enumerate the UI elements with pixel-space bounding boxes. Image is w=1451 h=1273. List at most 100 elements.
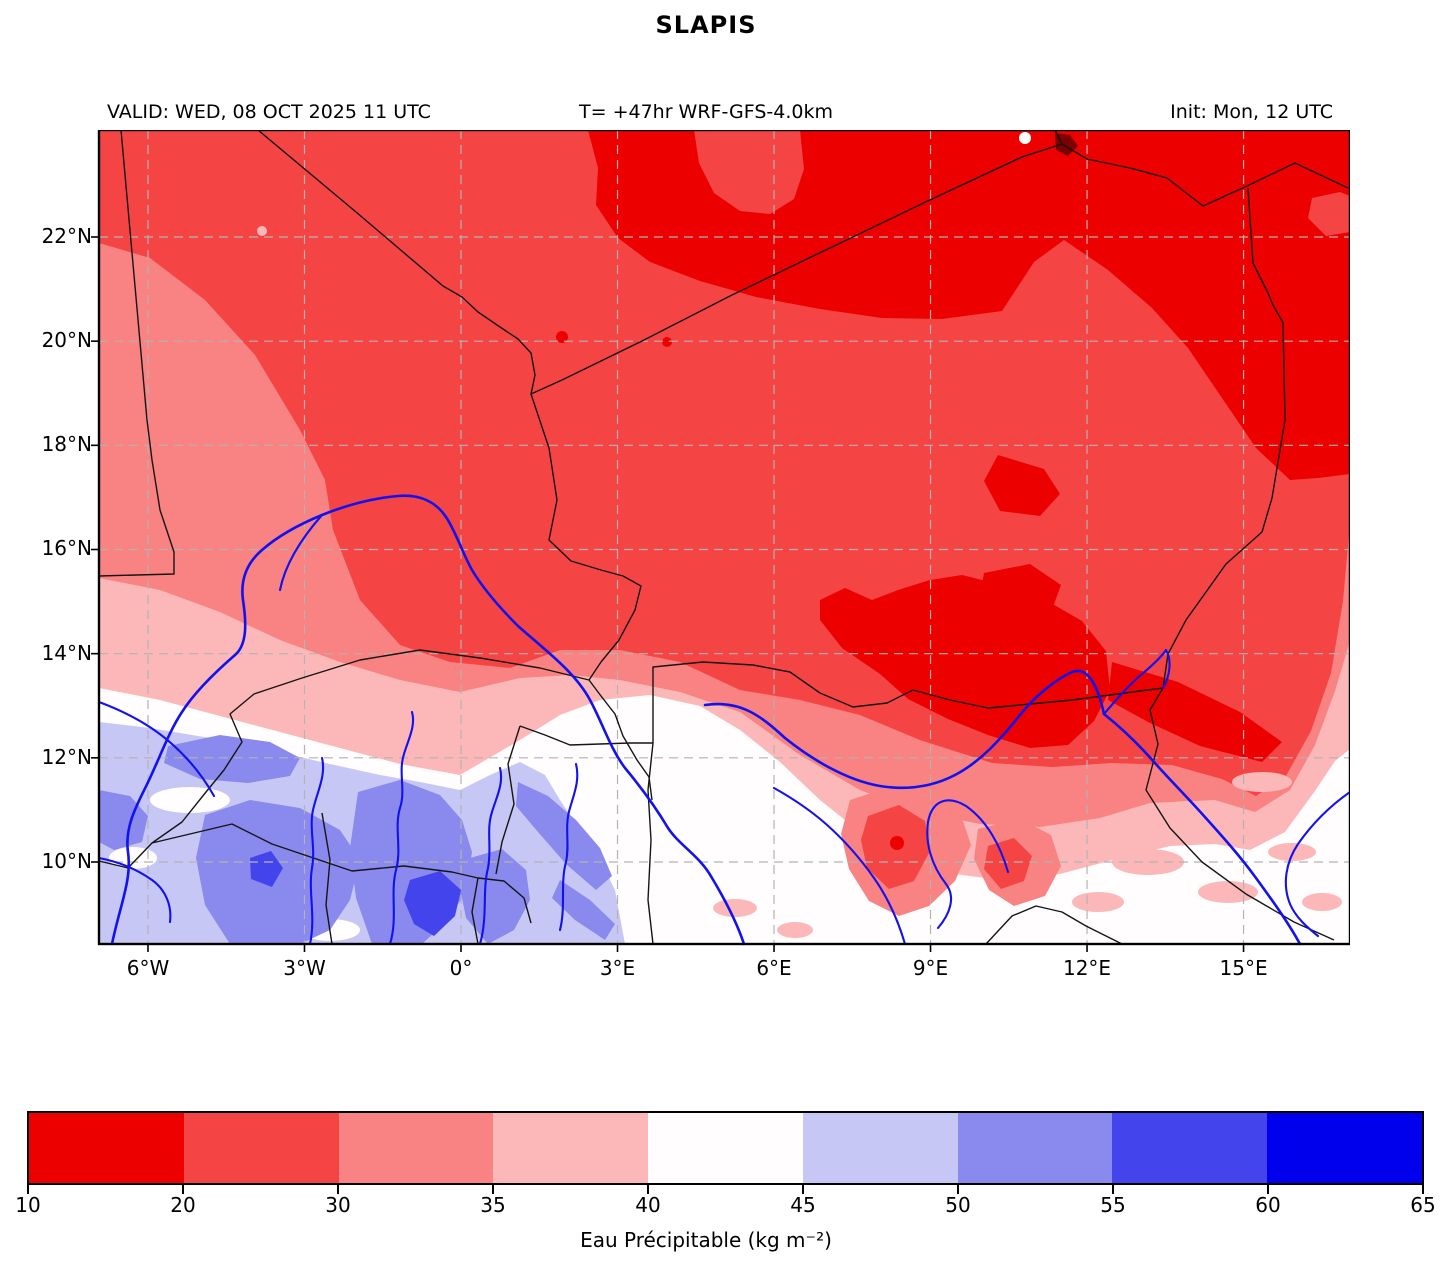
- border-benin-nigeria: [647, 742, 654, 945]
- field-dot-35-40: [257, 226, 267, 236]
- border-mali-niger-burkina: [530, 393, 653, 801]
- field-band-10-20: [588, 130, 1350, 480]
- river-volta-branch: [388, 710, 415, 946]
- colorbar-segment-35-40: [493, 1113, 649, 1183]
- river-tributary: [278, 513, 324, 592]
- colorbar-tick-label: 55: [1100, 1193, 1126, 1217]
- river-chari: [1102, 712, 1302, 946]
- lon-tick-label: 3°E: [599, 956, 636, 980]
- colorbar-tick-label: 65: [1410, 1193, 1436, 1217]
- colorbar-tick-label: 50: [945, 1193, 971, 1217]
- field-patch-35-40: [777, 922, 813, 938]
- lake-chad-shore: [1102, 648, 1171, 716]
- colorbar-tick: [647, 1185, 649, 1194]
- lat-tick-label: 12°N: [41, 744, 92, 769]
- colorbar-segment-45-50: [802, 1113, 958, 1183]
- colorbar-segment-40-45: [648, 1113, 803, 1183]
- field-patch-35-40: [1112, 849, 1184, 875]
- field-patch-50-55: [460, 849, 530, 944]
- colorbar-tick: [957, 1185, 959, 1194]
- border-libya-niger-chad: [1086, 158, 1349, 941]
- colorbar-segment-55-60: [1112, 1113, 1268, 1183]
- colorbar-caption: Eau Précipitable (kg m⁻²): [580, 1228, 832, 1252]
- river-white-volta: [308, 756, 325, 946]
- lon-tick-label: 15°E: [1219, 956, 1268, 980]
- field-patch-20-30: [984, 838, 1032, 889]
- lat-tick-label: 18°N: [41, 432, 92, 457]
- river-southwest: [97, 856, 172, 924]
- lon-tick-label: 6°W: [126, 956, 170, 980]
- border-mauritania-mali: [98, 130, 175, 577]
- border-benin-north: [519, 725, 653, 746]
- border-algeria-south: [257, 130, 1088, 395]
- colorbar-tick-label: 30: [325, 1193, 351, 1217]
- field-dot-10-20: [662, 337, 672, 347]
- border-nigeria-cameroon: [985, 905, 1123, 945]
- field-patch-50-55: [516, 782, 612, 890]
- model-forecast-label: T= +47hr WRF-GFS-4.0km: [579, 101, 833, 123]
- river-niger-main: [110, 494, 746, 946]
- page-title: SLAPIS: [655, 11, 757, 39]
- river-east-edge: [1284, 790, 1350, 938]
- map-frame: [97, 130, 1350, 946]
- init-time-label: Init: Mon, 12 UTC: [1170, 101, 1333, 123]
- field-patch-55-60: [404, 871, 461, 936]
- field-dot-10-20: [890, 836, 904, 850]
- colorbar-tick: [492, 1185, 494, 1194]
- lat-tick-label: 16°N: [41, 536, 92, 561]
- field-patch-20-30: [1308, 192, 1350, 236]
- colorbar-segment-20-30: [183, 1113, 339, 1183]
- field-patch-35-40: [1198, 881, 1258, 903]
- border-niger-nigeria: [652, 661, 1164, 743]
- lat-tick-label: 20°N: [41, 328, 92, 353]
- border-benin-west: [495, 725, 521, 875]
- colorbar-tick: [1422, 1185, 1424, 1194]
- colorbar-tick: [1267, 1185, 1269, 1194]
- lat-tick-label: 22°N: [41, 224, 92, 248]
- lon-tick-label: 9°E: [912, 956, 949, 980]
- river-gongola-hook: [926, 799, 1010, 930]
- field-patch-50-55: [552, 880, 615, 940]
- colorbar-tick: [182, 1185, 184, 1194]
- colorbar-tick-label: 20: [170, 1193, 196, 1217]
- field-patch-20-30: [694, 130, 804, 214]
- field-dot-40-45: [1019, 132, 1031, 144]
- field-patch-20-30: [877, 380, 990, 477]
- border-algeria-libya: [1054, 130, 1063, 145]
- colorbar-segment-60-65: [1267, 1113, 1423, 1183]
- field-patch-35-40: [1232, 772, 1292, 792]
- field-patch-40-45: [150, 787, 230, 813]
- border-togo-benin: [471, 877, 479, 945]
- colorbar-tick-label: 35: [480, 1193, 506, 1217]
- field-patch-35-40: [1072, 892, 1124, 912]
- lon-tick-label: 6°E: [756, 956, 792, 980]
- field-patch-35-40: [713, 899, 757, 917]
- river-pendjari: [558, 762, 579, 932]
- river-bani: [97, 700, 216, 798]
- colorbar-segment-50-55: [957, 1113, 1113, 1183]
- river-komadougou-yobe: [703, 669, 1106, 790]
- colorbar-tick-label: 45: [790, 1193, 816, 1217]
- graticule-layer: [99, 130, 1350, 944]
- field-patch-35-40: [1302, 893, 1342, 911]
- rivers-layer: [97, 494, 1350, 946]
- lat-tick-label: 10°N: [41, 848, 92, 873]
- country-borders-layer: [98, 130, 1349, 945]
- map-plot: [91, 130, 1350, 952]
- field-patch-10-20: [979, 564, 1061, 626]
- colorbar-tick-label: 10: [15, 1193, 41, 1217]
- precipitable-water-field-layer: [99, 130, 1350, 944]
- lon-tick-label: 3°W: [283, 956, 326, 980]
- field-dot-10-20: [556, 331, 568, 343]
- river-kaduna: [772, 786, 907, 946]
- field-patch-55-60: [250, 851, 283, 887]
- border-ghana-togo: [321, 812, 333, 945]
- colorbar-tick-label: 60: [1255, 1193, 1281, 1217]
- colorbar-tick: [27, 1185, 29, 1194]
- colorbar-segment-30-35: [338, 1113, 494, 1183]
- colorbar-tick: [1112, 1185, 1114, 1194]
- border-burkina-faso: [151, 649, 590, 924]
- lon-tick-label: 12°E: [1062, 956, 1112, 980]
- lon-tick-label: 0°: [449, 956, 473, 980]
